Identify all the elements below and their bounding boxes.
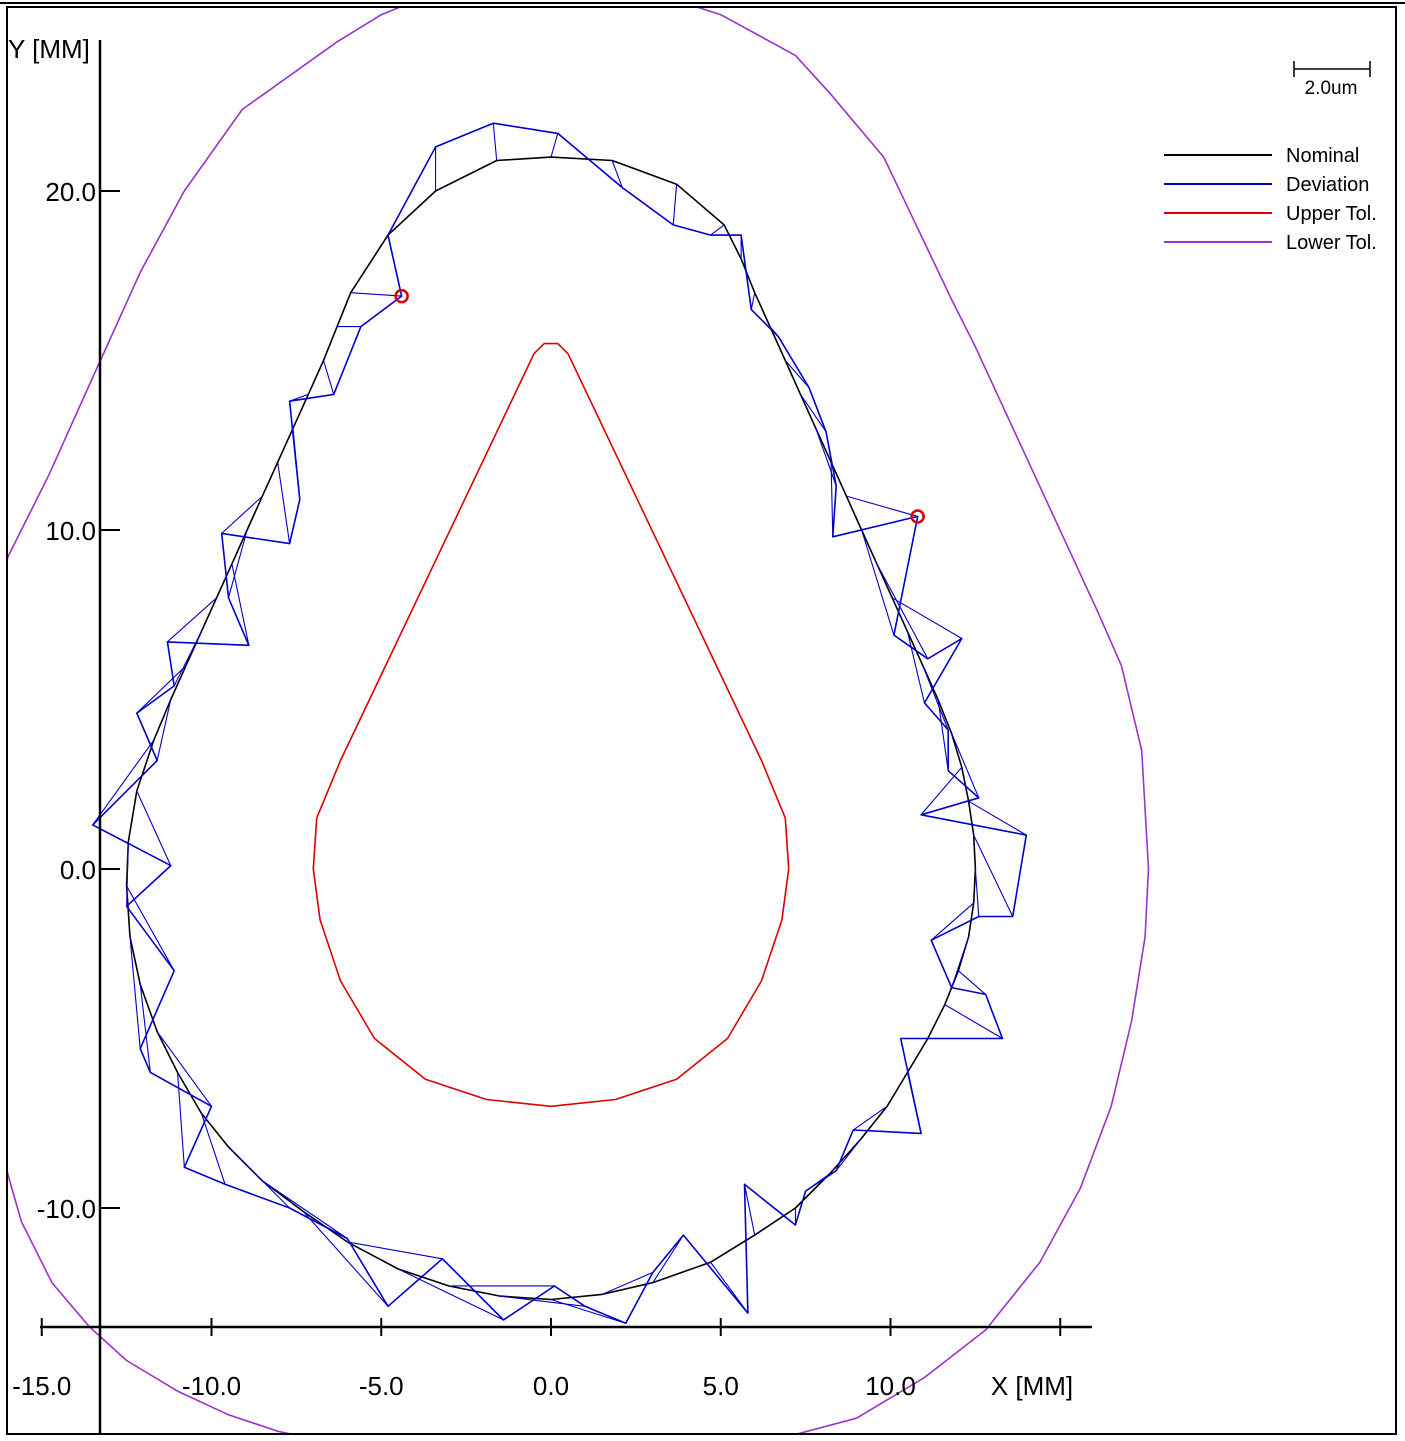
deviation-connector — [221, 495, 263, 534]
deviation-connector — [846, 495, 918, 517]
deviation-connector — [550, 133, 559, 158]
deviation-connector — [177, 1072, 185, 1168]
y-tick-label: 10.0 — [45, 516, 96, 546]
deviation-connector — [891, 597, 963, 639]
x-axis-label: X [MM] — [991, 1371, 1073, 1401]
deviation-connector — [126, 841, 129, 907]
deviation-connector — [126, 885, 175, 971]
deviation-connector — [262, 1180, 348, 1239]
out-of-tolerance-marker — [394, 288, 409, 304]
marker-layer — [394, 288, 925, 524]
deviation-connector — [920, 766, 963, 816]
deviation-connector — [231, 563, 250, 646]
deviation-connector — [974, 868, 980, 917]
deviation-connector — [815, 428, 837, 487]
y-tick-label: 0.0 — [60, 855, 96, 885]
y-tick-label: 20.0 — [45, 177, 96, 207]
deviation-connector — [805, 1173, 830, 1192]
deviation-connector — [302, 1211, 389, 1307]
deviation-connector — [710, 1261, 749, 1314]
deviation-connector — [492, 123, 498, 161]
deviation-connector — [292, 428, 301, 500]
x-axis-ticks: -15.0 -10.0 -5.0 0.0 5.0 10.0 — [12, 1318, 1062, 1401]
deviation-connector — [397, 1268, 504, 1321]
legend-label-lower-tol: Lower Tol. — [1286, 232, 1377, 254]
deviation-connector — [156, 1031, 212, 1107]
deviation-connector — [601, 1271, 654, 1295]
curve-layer — [7, 7, 1150, 1434]
deviation-connector — [289, 393, 309, 402]
deviation-connector — [937, 699, 949, 771]
deviation-connector — [350, 292, 402, 297]
deviation-connector — [958, 970, 986, 995]
deviation-connector — [922, 665, 949, 731]
deviation-connector — [906, 631, 925, 704]
deviation-connector — [830, 462, 834, 537]
legend-label-upper-tol: Upper Tol. — [1286, 203, 1377, 225]
legend-label-deviation: Deviation — [1286, 174, 1369, 196]
deviation-connector — [944, 1004, 1003, 1039]
deviation-connector — [277, 462, 291, 544]
deviation-connector — [500, 1295, 586, 1307]
deviation-connector — [743, 1184, 756, 1236]
scale-bar-label: 2.0um — [1305, 78, 1358, 99]
deviation-connector — [347, 1241, 443, 1260]
x-tick-label: 10.0 — [865, 1371, 916, 1401]
x-tick-label: -15.0 — [12, 1371, 71, 1401]
deviation-connector — [852, 1105, 888, 1131]
y-tick-label: -10.0 — [37, 1194, 96, 1224]
y-axis-label: Y [MM] — [8, 34, 90, 64]
deviation-connector — [136, 790, 172, 866]
deviation-connector — [968, 800, 1027, 836]
x-tick-label: -10.0 — [182, 1371, 241, 1401]
deviation-connector — [769, 326, 779, 338]
legend: Nominal Deviation Upper Tol. Lower Tol. — [1164, 145, 1377, 254]
deviation-connector — [876, 563, 929, 660]
deviation-connector — [973, 834, 1014, 917]
deviation-connector — [139, 984, 151, 1073]
deviation-connector — [710, 224, 725, 236]
scale-bar: 2.0um — [1293, 61, 1371, 99]
deviation-connector — [951, 733, 980, 799]
out-of-tolerance-marker — [910, 509, 925, 524]
x-tick-label: -5.0 — [359, 1371, 404, 1401]
deviation-connector — [611, 160, 623, 188]
x-tick-label: 0.0 — [533, 1371, 569, 1401]
deviation-connector — [861, 529, 895, 636]
deviation-connector — [156, 699, 172, 761]
series-line-lower-tol — [7, 7, 1150, 1434]
deviation-connector — [906, 1072, 922, 1134]
series-line-upper-tol — [312, 342, 790, 1108]
deviation-connector — [835, 1139, 861, 1172]
deviation-connector — [92, 739, 155, 826]
y-axis-ticks: -10.0 0.0 10.0 20.0 — [37, 177, 120, 1224]
deviation-connector — [228, 1146, 290, 1209]
deviation-connector — [323, 360, 335, 395]
x-tick-label: 5.0 — [703, 1371, 739, 1401]
deviation-connector — [800, 394, 827, 433]
deviation-connector — [166, 597, 217, 643]
deviation-connector — [227, 529, 248, 598]
deviation-connector — [129, 936, 141, 1049]
deviation-connector — [136, 665, 187, 714]
deviation-connector — [173, 631, 202, 687]
deviation-connector — [750, 292, 756, 310]
plot-frame — [6, 6, 1397, 1435]
deviation-connector — [672, 184, 678, 225]
deviation-connector — [652, 1234, 684, 1283]
deviation-connector — [200, 1112, 226, 1185]
deviation-connector — [784, 360, 810, 388]
legend-label-nominal: Nominal — [1286, 145, 1359, 167]
deviation-connector — [951, 936, 970, 988]
series-line-deviation — [91, 122, 1028, 1325]
deviation-connector — [930, 902, 975, 941]
